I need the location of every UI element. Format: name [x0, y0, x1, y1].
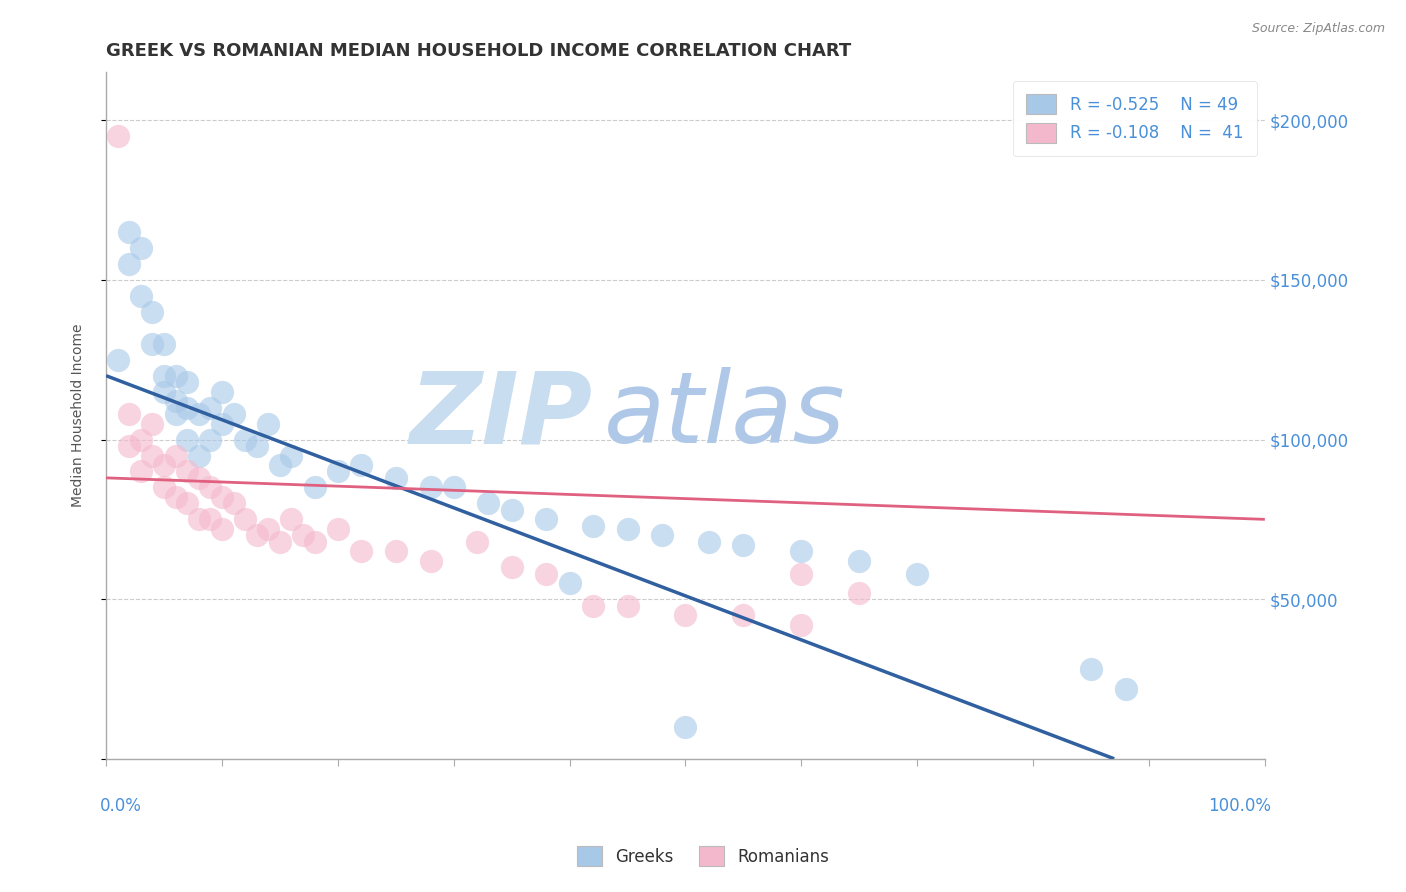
Point [384, 471, 406, 485]
Point [118, 257, 141, 271]
Point [141, 449, 163, 463]
Point [176, 401, 198, 415]
Point [165, 394, 187, 409]
Point [200, 433, 222, 447]
Point [118, 439, 141, 453]
Point [129, 465, 152, 479]
Point [326, 465, 349, 479]
Point [848, 554, 870, 568]
Point [697, 534, 720, 549]
Point [246, 528, 269, 542]
Point [187, 512, 209, 526]
Point [350, 458, 373, 472]
Point [257, 522, 280, 536]
Point [536, 512, 558, 526]
Point [280, 449, 302, 463]
Point [200, 480, 222, 494]
Point [848, 586, 870, 600]
Point [176, 496, 198, 510]
Text: 0.0%: 0.0% [100, 797, 142, 814]
Point [153, 368, 176, 383]
Point [200, 512, 222, 526]
Point [419, 554, 441, 568]
Point [790, 566, 813, 581]
Point [153, 384, 176, 399]
Point [211, 417, 233, 431]
Point [292, 528, 315, 542]
Point [165, 490, 187, 504]
Y-axis label: Median Household Income: Median Household Income [72, 324, 86, 508]
Point [187, 407, 209, 421]
Point [651, 528, 673, 542]
Point [257, 417, 280, 431]
Point [536, 566, 558, 581]
Point [1080, 662, 1102, 676]
Point [107, 352, 129, 367]
Point [443, 480, 465, 494]
Point [477, 496, 499, 510]
Point [118, 225, 141, 239]
Point [582, 599, 605, 613]
Point [107, 129, 129, 144]
Point [675, 608, 697, 623]
Point [141, 336, 163, 351]
Point [246, 439, 269, 453]
Text: atlas: atlas [605, 368, 846, 464]
Point [129, 241, 152, 255]
Point [200, 401, 222, 415]
Point [269, 458, 291, 472]
Point [141, 417, 163, 431]
Point [187, 449, 209, 463]
Point [153, 336, 176, 351]
Point [129, 289, 152, 303]
Point [141, 305, 163, 319]
Legend: Greeks, Romanians: Greeks, Romanians [568, 838, 838, 875]
Point [176, 433, 198, 447]
Point [501, 560, 523, 574]
Point [222, 407, 245, 421]
Point [384, 544, 406, 558]
Text: ZIP: ZIP [409, 368, 593, 464]
Point [153, 480, 176, 494]
Point [129, 433, 152, 447]
Point [165, 368, 187, 383]
Text: 100.0%: 100.0% [1208, 797, 1271, 814]
Point [233, 433, 256, 447]
Point [165, 407, 187, 421]
Point [465, 534, 488, 549]
Point [733, 608, 755, 623]
Point [118, 407, 141, 421]
Point [233, 512, 256, 526]
Point [905, 566, 928, 581]
Point [326, 522, 349, 536]
Text: Source: ZipAtlas.com: Source: ZipAtlas.com [1251, 22, 1385, 36]
Point [211, 522, 233, 536]
Point [582, 518, 605, 533]
Point [790, 617, 813, 632]
Point [222, 496, 245, 510]
Point [350, 544, 373, 558]
Point [165, 449, 187, 463]
Text: GREEK VS ROMANIAN MEDIAN HOUSEHOLD INCOME CORRELATION CHART: GREEK VS ROMANIAN MEDIAN HOUSEHOLD INCOM… [105, 42, 851, 60]
Point [153, 458, 176, 472]
Point [616, 522, 638, 536]
Legend: R = -0.525    N = 49, R = -0.108    N =  41: R = -0.525 N = 49, R = -0.108 N = 41 [1012, 81, 1257, 156]
Point [304, 534, 326, 549]
Point [558, 576, 581, 591]
Point [616, 599, 638, 613]
Point [501, 503, 523, 517]
Point [1115, 681, 1137, 696]
Point [790, 544, 813, 558]
Point [176, 375, 198, 389]
Point [675, 720, 697, 734]
Point [733, 538, 755, 552]
Point [280, 512, 302, 526]
Point [304, 480, 326, 494]
Point [419, 480, 441, 494]
Point [176, 465, 198, 479]
Point [269, 534, 291, 549]
Point [211, 490, 233, 504]
Point [211, 384, 233, 399]
Point [187, 471, 209, 485]
